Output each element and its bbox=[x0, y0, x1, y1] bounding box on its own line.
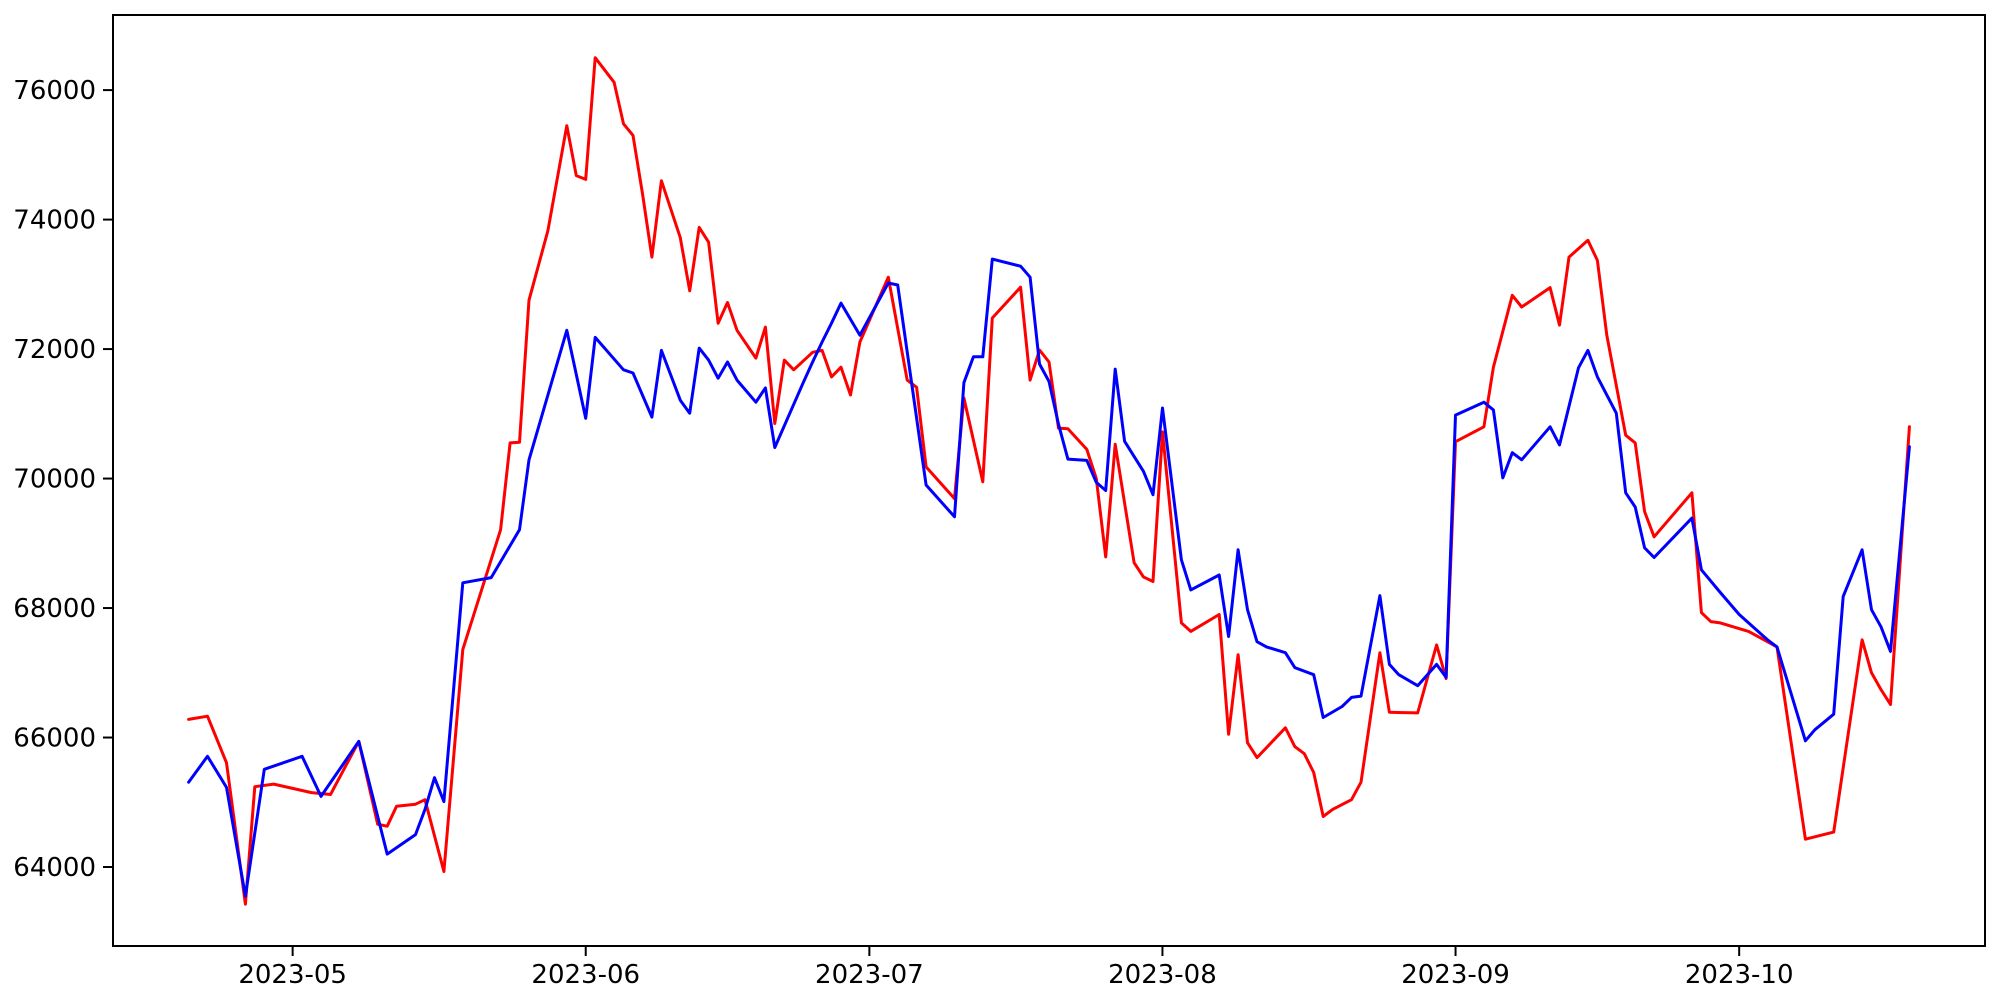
x-tick-label: 2023-10 bbox=[1685, 960, 1794, 990]
y-tick-label: 74000 bbox=[13, 206, 96, 236]
y-tick-label: 72000 bbox=[13, 335, 96, 365]
x-tick-label: 2023-08 bbox=[1108, 960, 1217, 990]
y-tick-label: 64000 bbox=[13, 853, 96, 883]
y-tick-label: 70000 bbox=[13, 465, 96, 495]
red-series-line bbox=[187, 56, 1911, 906]
x-tick-label: 2023-09 bbox=[1401, 960, 1510, 990]
y-tick-label: 66000 bbox=[13, 724, 96, 754]
plot-frame bbox=[112, 14, 1986, 947]
x-tick-label: 2023-06 bbox=[531, 960, 640, 990]
blue-series-line bbox=[187, 257, 1911, 898]
y-tick-label: 76000 bbox=[13, 76, 96, 106]
x-tick-label: 2023-05 bbox=[238, 960, 347, 990]
y-tick-label: 68000 bbox=[13, 594, 96, 624]
x-tick-label: 2023-07 bbox=[815, 960, 924, 990]
